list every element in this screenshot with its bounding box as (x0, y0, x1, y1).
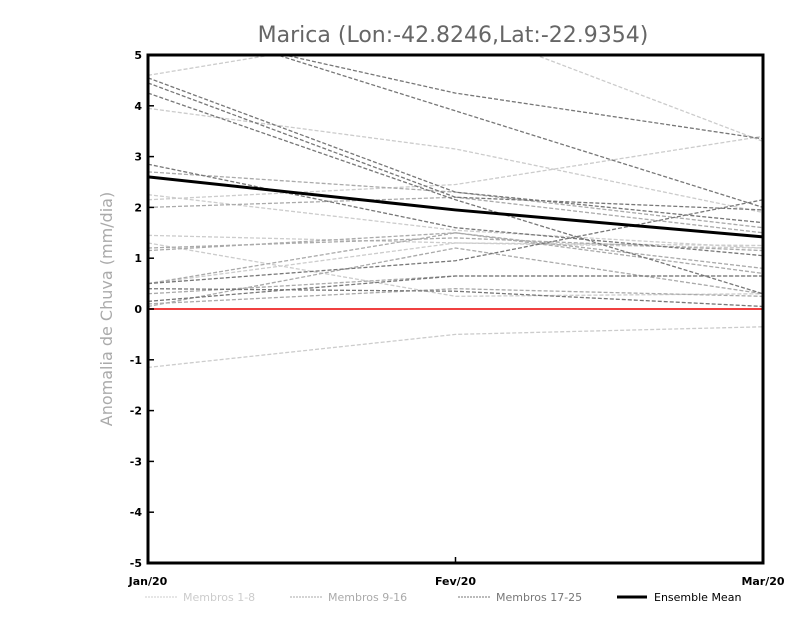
legend-label: Membros 9-16 (328, 591, 407, 604)
member-line-g2-6 (148, 288, 763, 305)
member-line-g3-3 (148, 92, 763, 295)
y-tick-label: 0 (134, 303, 142, 316)
member-line-g3-1 (148, 77, 763, 224)
member-line-g1-8 (148, 242, 763, 285)
member-line-g1-7 (148, 326, 763, 369)
legend-label: Membros 17-25 (496, 591, 582, 604)
y-tick-label: -4 (130, 506, 143, 519)
series-layer (148, 55, 763, 369)
member-line-g2-8 (148, 247, 763, 308)
y-tick-label: -2 (130, 405, 142, 418)
legend-label-mean: Ensemble Mean (654, 591, 741, 604)
member-line-g1-2 (148, 107, 763, 214)
member-line-g1-4 (148, 194, 763, 249)
member-line-g1-3 (148, 135, 763, 201)
x-tick-label: Fev/20 (435, 575, 476, 588)
member-line-g2-7 (148, 232, 763, 275)
y-tick-label: 1 (134, 252, 142, 265)
y-tick-label: -5 (130, 557, 142, 570)
member-line-g2-1 (148, 171, 763, 229)
member-line-g2-2 (148, 196, 763, 234)
member-line-g2-4 (148, 232, 763, 285)
member-line-g3-6 (275, 55, 763, 209)
legend: Membros 1-8 Membros 9-16 Membros 17-25 Ense… (145, 591, 741, 604)
ensemble-mean-line (148, 175, 763, 239)
member-line-g3-8 (148, 275, 763, 303)
member-line-g3-2 (148, 82, 763, 211)
x-tick-label: Mar/20 (741, 575, 784, 588)
member-line-g1-1 (148, 55, 763, 142)
member-line-g3-5 (281, 55, 763, 140)
y-tick-label: 4 (134, 100, 142, 113)
member-line-g1-6 (148, 242, 763, 297)
member-line-g3-7 (148, 199, 763, 285)
y-tick-label: -3 (130, 455, 142, 468)
y-tick-label: 5 (134, 49, 142, 62)
legend-label: Membros 1-8 (183, 591, 255, 604)
y-axis-label: Anomalia de Chuva (mm/dia) (97, 192, 116, 426)
member-line-g3-4 (148, 163, 763, 257)
chart-title: Marica (Lon:-42.8246,Lat:-22.9354) (258, 23, 649, 48)
y-tick-label: 2 (134, 201, 142, 214)
y-tick-label: -1 (130, 354, 142, 367)
axes: -5 -4 -3 -2 -1 0 1 2 3 4 5 Jan/20 Fev/20 Mar/20 (128, 49, 785, 588)
x-tick-label: Jan/20 (128, 575, 168, 588)
member-line-g3-9 (148, 288, 763, 308)
y-tick-label: 3 (134, 151, 142, 164)
